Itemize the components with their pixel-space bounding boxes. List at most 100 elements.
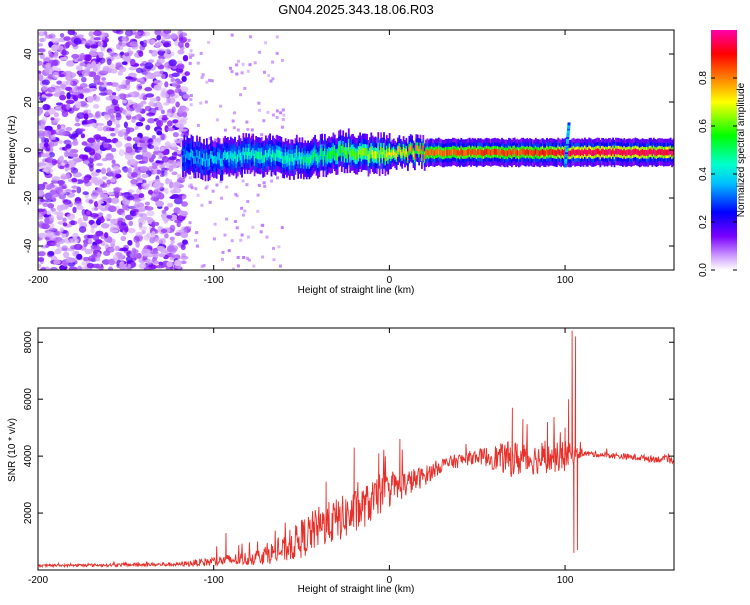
- spectrogram-signal-cell: [422, 145, 425, 152]
- spectrogram-noise-blob: [196, 61, 200, 65]
- spectrogram-noise-blob: [51, 176, 61, 182]
- spectrogram-noise-blob: [129, 210, 137, 217]
- spectrogram-signal-cell: [302, 157, 305, 165]
- spectrogram-noise-blob: [174, 259, 182, 267]
- spectrogram-noise-blob: [130, 261, 137, 268]
- spectrogram-noise-blob: [60, 185, 68, 190]
- spectrogram-noise-blob: [93, 37, 101, 41]
- spectrogram-noise-blob: [162, 114, 168, 119]
- spectrogram-noise-blob: [180, 210, 188, 217]
- spectrogram-noise-blob: [181, 195, 187, 200]
- spectrogram-noise-blob: [153, 80, 158, 84]
- spectrogram-noise-blob: [191, 53, 195, 57]
- spectrogram-noise-blob: [62, 222, 68, 227]
- spectrogram-signal-cell: [602, 148, 605, 155]
- spectrogram-noise-blob: [95, 169, 102, 173]
- spectrogram-signal-cell: [208, 158, 211, 166]
- spectrogram-signal-cell: [235, 156, 238, 165]
- spectrogram-signal-cell: [194, 156, 197, 164]
- spectrogram-signal-cell: [564, 156, 568, 159]
- spectrogram-noise-blob: [246, 235, 250, 239]
- spectrogram-noise-blob: [181, 253, 186, 258]
- spectrogram-noise-blob: [161, 37, 166, 43]
- spectrogram-noise-blob: [215, 183, 219, 187]
- spectrogram-signal-cell: [300, 156, 302, 165]
- spectrogram-signal-cell: [481, 150, 484, 156]
- spectrogram-signal-cell: [287, 153, 290, 162]
- spectrogram-signal-cell: [442, 150, 444, 157]
- spectrogram-signal-cell: [385, 149, 388, 158]
- colorbar-tick-label: 0.4: [698, 167, 709, 181]
- spectrogram-noise-blob: [90, 176, 99, 184]
- spectrogram-signal-cell: [211, 154, 214, 163]
- spectrogram-signal-cell: [516, 149, 519, 156]
- spectrogram-signal-cell: [213, 156, 215, 164]
- spectrogram-noise-blob: [50, 242, 57, 247]
- spectrogram-noise-blob: [128, 66, 137, 71]
- spectrogram-signal-cell: [284, 152, 287, 161]
- spectrogram-noise-blob: [93, 249, 98, 255]
- spectrogram-noise-blob: [92, 104, 100, 109]
- spectrogram-noise-blob: [108, 50, 115, 56]
- spectrogram-noise-blob: [236, 128, 240, 132]
- spectrogram-noise-blob: [115, 252, 123, 256]
- spectrogram-noise-blob: [119, 224, 125, 231]
- spectrogram-signal-cell: [484, 149, 487, 156]
- spectrogram-signal-cell: [272, 150, 274, 158]
- spectrogram-signal-cell: [464, 150, 467, 156]
- spectrogram-signal-cell: [236, 154, 239, 163]
- spectrogram-signal-cell: [399, 149, 402, 156]
- spectrogram-noise-blob: [236, 256, 240, 259]
- spectrogram-noise-blob: [117, 217, 126, 224]
- spectrogram-noise-blob: [121, 247, 129, 252]
- spectrogram-signal-cell: [620, 149, 623, 156]
- spectrogram-signal-cell: [453, 148, 456, 155]
- spectrogram-noise-blob: [59, 94, 67, 101]
- spectrogram-noise-blob: [86, 210, 91, 216]
- spectrogram-noise-blob: [130, 172, 138, 178]
- spectrogram-noise-blob: [88, 199, 94, 204]
- spectrogram-signal-cell: [378, 154, 381, 162]
- spectrogram-signal-cell: [314, 149, 316, 157]
- spectrogram-signal-cell: [328, 150, 330, 159]
- spectrogram-signal-cell: [450, 149, 453, 156]
- spectrogram-ytick-label: 40: [23, 48, 34, 60]
- spectrogram-signal-cell: [362, 148, 364, 156]
- spectrogram-signal-cell: [566, 132, 570, 136]
- spectrogram-noise-blob: [249, 35, 253, 39]
- spectrogram-noise-blob: [131, 247, 137, 254]
- spectrogram-signal-cell: [560, 150, 562, 157]
- spectrogram-noise-blob: [204, 186, 208, 190]
- spectrogram-noise-blob: [179, 32, 188, 37]
- spectrogram-noise-blob: [125, 76, 133, 80]
- spectrogram-noise-blob: [101, 77, 106, 81]
- spectrogram-noise-blob: [144, 206, 154, 211]
- spectrogram-signal-cell: [345, 147, 347, 155]
- spectrogram-noise-blob: [138, 50, 144, 57]
- spectrogram-signal-cell: [295, 149, 298, 157]
- spectrogram-noise-blob: [182, 107, 190, 112]
- spectrogram-signal-cell: [589, 149, 592, 155]
- spectrogram-signal-cell: [661, 149, 664, 155]
- spectrogram-signal-cell: [312, 151, 315, 160]
- spectrogram-noise-blob: [86, 113, 94, 118]
- spectrogram-noise-blob: [54, 87, 62, 95]
- spectrogram-signal-cell: [197, 155, 200, 164]
- spectrogram-noise-blob: [189, 55, 193, 59]
- spectrogram-noise-blob: [261, 255, 265, 259]
- spectrogram-noise-blob: [106, 179, 112, 185]
- spectrogram-signal-cell: [359, 146, 361, 155]
- spectrogram-noise-blob: [164, 48, 171, 54]
- spectrogram-signal-cell: [487, 149, 489, 155]
- spectrogram-noise-blob: [121, 61, 128, 65]
- spectrogram-signal-cell: [214, 155, 217, 164]
- spectrogram-noise-blob: [100, 168, 107, 174]
- spectrogram-noise-blob: [40, 123, 45, 130]
- spectrogram-signal-cell: [229, 151, 232, 159]
- spectrogram-signal-cell: [591, 150, 593, 156]
- spectrogram-noise-blob: [44, 125, 53, 132]
- spectrogram-signal-cell: [563, 150, 565, 156]
- spectrogram-signal-cell: [530, 149, 533, 156]
- spectrogram-noise-blob: [108, 258, 115, 266]
- spectrogram-signal-cell: [449, 149, 451, 156]
